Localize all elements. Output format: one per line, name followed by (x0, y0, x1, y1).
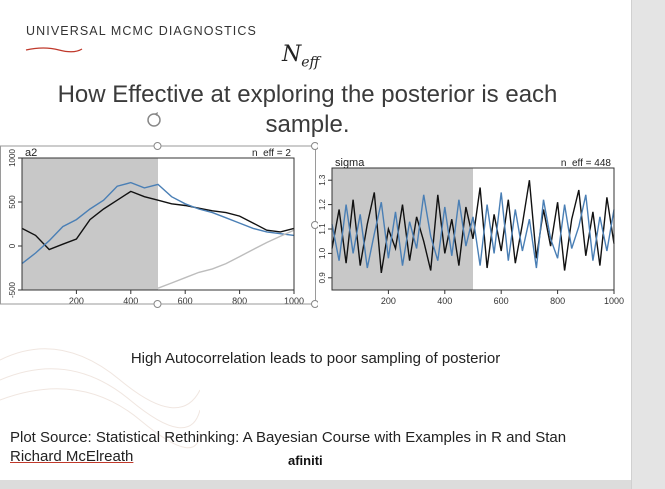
resize-handle[interactable] (153, 300, 162, 308)
neff-subscript: eff (301, 54, 320, 71)
y-tick-label: 1000 (8, 149, 17, 167)
chain-line-1 (21, 190, 295, 251)
neff-symbol: Neff (282, 42, 319, 70)
warmup-shade (22, 158, 158, 290)
y-tick-label: 500 (8, 195, 17, 209)
resize-handle[interactable] (311, 300, 319, 308)
parameter-label: sigma (335, 157, 365, 169)
chain-line-1 (331, 180, 615, 274)
plot-frame (21, 157, 295, 291)
source-line: Plot Source: Statistical Rethinking: A B… (10, 429, 567, 446)
x-tick-label: 600 (178, 296, 193, 306)
x-tick-label: 1000 (284, 296, 304, 306)
brand-underline (25, 47, 83, 53)
y-tick-label: 1.3 (318, 174, 327, 186)
x-tick-label: 800 (232, 296, 247, 306)
x-tick-label: 400 (123, 296, 138, 306)
y-tick-label: 1.0 (318, 247, 327, 259)
decorative-lines (0, 348, 200, 449)
n-eff-annotation: n_eff = 448 (561, 158, 612, 169)
y-tick-label: 0.9 (318, 272, 327, 284)
headline-line-1: How Effective at exploring the posterior… (57, 81, 558, 108)
plot-source: Plot Source: Statistical Rethinking: A B… (10, 428, 566, 466)
chain-line-3 (157, 229, 295, 289)
slide-caption: High Autocorrelation leads to poor sampl… (130, 350, 501, 367)
y-tick-label: -500 (8, 281, 17, 298)
chain-line-2 (331, 192, 615, 269)
trace-plot-a2[interactable]: 200 400 600 800 1000 -500 0 500 1000 a2 n_eff = 2 (0, 140, 318, 310)
x-tick-label: 200 (381, 296, 396, 306)
x-tick-label: 800 (550, 296, 565, 306)
x-tick-label: 1000 (604, 296, 624, 306)
source-author: Richard McElreath (10, 448, 134, 465)
warmup-shade (332, 168, 473, 290)
rotate-handle-icon[interactable] (144, 110, 164, 130)
bottom-bar (0, 480, 631, 489)
neff-main: N (282, 42, 302, 67)
trace-plot-sigma: 200 400 600 800 1000 0.9 1.0 1.1 1.2 1.3 sigma n_ef… (318, 157, 624, 306)
resize-handle[interactable] (311, 142, 319, 150)
x-tick-label: 200 (69, 296, 84, 306)
x-tick-label: 600 (494, 296, 509, 306)
resize-handle[interactable] (311, 221, 319, 229)
afiniti-logo: afiniti (288, 453, 323, 468)
brand-title: UNIVERSAL MCMC DIAGNOSTICS (26, 24, 257, 38)
y-tick-label: 0 (8, 243, 17, 248)
slide-headline: How Effective at exploring the posterior… (20, 80, 595, 140)
y-tick-label: 1.1 (318, 223, 327, 235)
vertical-scrollbar[interactable] (631, 0, 665, 489)
y-tick-label: 1.2 (318, 198, 327, 210)
x-tick-label: 400 (437, 296, 452, 306)
chain-line-2 (21, 181, 295, 265)
headline-line-2: sample. (265, 111, 350, 138)
n-eff-annotation: n_eff = 2 (252, 148, 291, 159)
resize-handle[interactable] (153, 142, 162, 150)
parameter-label: a2 (25, 147, 37, 159)
slide[interactable]: UNIVERSAL MCMC DIAGNOSTICS Neff How Effe… (0, 0, 631, 480)
